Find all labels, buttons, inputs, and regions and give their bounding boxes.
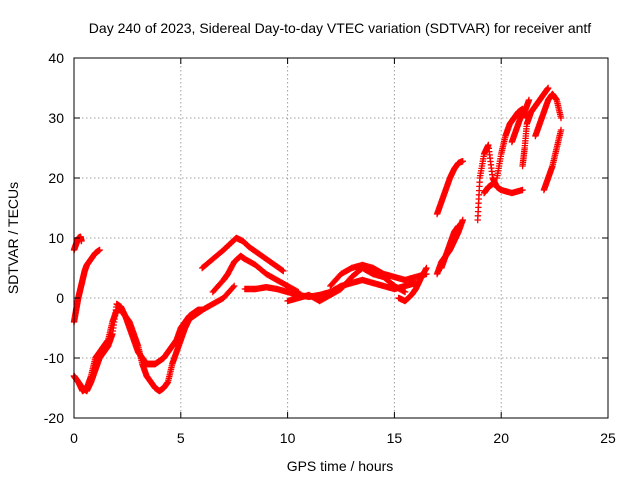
data-point — [459, 158, 466, 165]
data-point — [519, 186, 526, 194]
x-tick-label: 10 — [280, 430, 296, 446]
data-point — [198, 306, 206, 314]
series-track-h — [284, 264, 409, 305]
series-track-q — [508, 96, 533, 146]
y-tick-label: 20 — [48, 170, 64, 186]
axis-ticks — [73, 57, 609, 419]
series-track-f — [209, 252, 302, 296]
x-tick-label: 0 — [70, 430, 78, 446]
series-track-s — [532, 90, 565, 140]
data-point — [229, 284, 237, 291]
data-point — [231, 282, 238, 290]
x-tick-label: 15 — [387, 430, 403, 446]
chart-title: Day 240 of 2023, Sidereal Day-to-day VTE… — [89, 20, 592, 36]
series-track-d — [70, 300, 206, 395]
series-track-l — [438, 222, 462, 272]
data-points — [70, 84, 565, 395]
data-point — [401, 288, 409, 296]
data-point — [557, 126, 565, 134]
series-track-t — [540, 126, 565, 194]
data-point — [423, 264, 430, 272]
y-tick-labels: -20 -10 0 10 20 30 40 — [44, 50, 64, 426]
series-track-m — [433, 158, 466, 218]
x-tick-label: 5 — [177, 430, 185, 446]
y-tick-label: 10 — [48, 230, 64, 246]
data-point — [78, 237, 85, 245]
data-point — [557, 114, 565, 122]
y-axis-label: SDTVAR / TECUs — [5, 182, 21, 294]
series-track-r — [519, 84, 552, 170]
data-point — [459, 216, 466, 224]
series-track-n — [474, 141, 526, 224]
data-point — [544, 84, 552, 92]
x-tick-label: 20 — [493, 430, 509, 446]
data-point — [96, 246, 103, 254]
series-track-j — [395, 264, 430, 305]
series-track-a — [70, 233, 85, 254]
x-tick-labels: 0 5 10 15 20 25 — [70, 430, 616, 446]
data-point — [280, 267, 287, 275]
data-point — [525, 96, 533, 104]
data-point — [489, 180, 496, 188]
series-track-e — [198, 234, 287, 275]
x-tick-label: 25 — [600, 430, 616, 446]
y-tick-label: -10 — [44, 350, 64, 366]
series-track-o — [480, 180, 496, 197]
y-tick-label: -20 — [44, 410, 64, 426]
x-axis-label: GPS time / hours — [287, 458, 394, 474]
series-track-b — [70, 246, 103, 326]
y-tick-label: 40 — [48, 50, 64, 66]
data-point — [455, 222, 462, 230]
y-tick-label: 0 — [56, 290, 64, 306]
y-tick-label: 30 — [48, 110, 64, 126]
